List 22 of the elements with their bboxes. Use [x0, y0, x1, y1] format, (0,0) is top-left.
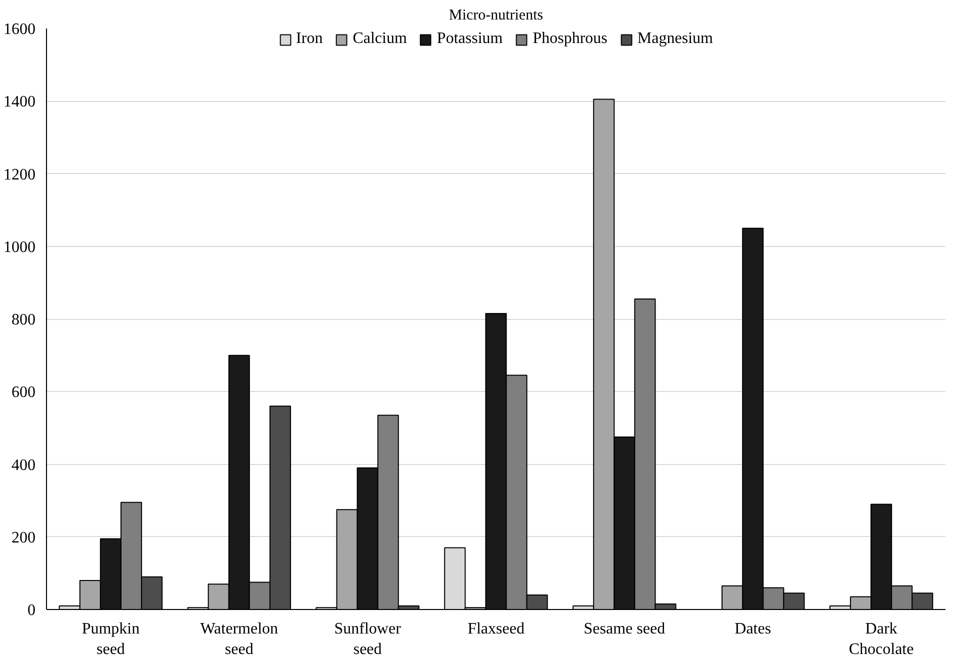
x-tick-label: Flaxseed — [468, 620, 524, 638]
x-tick-label: Sesame seed — [584, 620, 666, 638]
x-tick-label: Watermelon seed — [200, 620, 278, 658]
legend-label: Calcium — [352, 30, 407, 48]
legend-label: Iron — [296, 30, 323, 48]
y-tick-label: 200 — [12, 529, 36, 546]
legend-label: Potassium — [436, 30, 503, 48]
y-tick-label: 1400 — [4, 94, 36, 111]
y-tick-label: 1600 — [4, 21, 36, 38]
y-tick-label: 1000 — [4, 238, 36, 256]
x-tick-label: Pumpkin seed — [82, 620, 140, 658]
y-tick-label: 0 — [28, 602, 36, 619]
x-tick-label: Dates — [734, 620, 772, 638]
x-tick-label: Sunflower seed — [334, 620, 402, 658]
legend-label: Phosphrous — [532, 30, 608, 48]
x-tick-label: Dark Chocolate — [848, 620, 914, 658]
y-tick-label: 600 — [12, 384, 36, 402]
y-tick-label: 400 — [12, 456, 36, 474]
y-tick-label: 1200 — [4, 166, 36, 184]
legend-label: Magnesium — [637, 30, 713, 48]
y-tick-label: 800 — [12, 312, 36, 328]
chart-title: Micro-nutrients — [448, 8, 544, 24]
